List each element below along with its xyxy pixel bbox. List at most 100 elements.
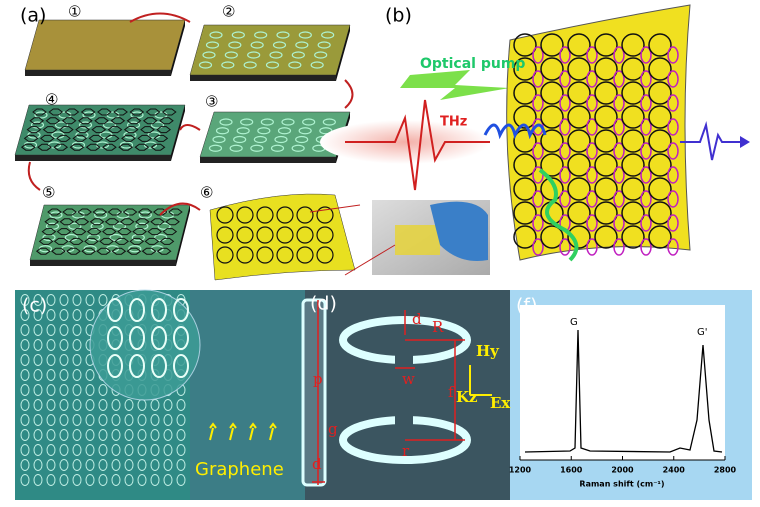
graphene-hex [37,143,52,151]
x-tick-label: 1600 [560,466,583,475]
srr [20,474,30,486]
graphene-ring [594,201,618,225]
graphene-hex [96,247,112,255]
x-axis-title: Raman shift (cm⁻¹) [579,480,664,489]
srr [46,294,56,306]
resonator [640,70,652,88]
graphene-hex [104,134,120,142]
srr [33,369,43,381]
axis-label: Ex [490,394,511,412]
srr [46,444,56,456]
srr [137,474,147,486]
resonator [532,142,544,160]
srr [124,399,134,411]
srr [20,354,30,366]
srr [59,399,69,411]
graphene-ring [513,33,537,57]
srr [98,444,108,456]
panel-label: (a) [20,5,46,27]
graphene-hex [126,247,142,255]
resonator [559,142,571,160]
resonator [212,135,226,144]
srr [33,384,43,396]
graphene-hex [78,117,93,125]
graphene-ring [256,226,274,244]
srr [33,339,43,351]
srr [59,354,69,366]
graphene-ring [513,81,537,105]
graphene-hex [99,237,114,245]
resonator [559,238,571,256]
graphene-hex [74,218,90,226]
srr [111,399,121,411]
graphene-ring [621,105,645,129]
graphene-hex [66,247,81,255]
graphene-hex [45,117,61,125]
graphene-hex [41,228,57,236]
resonator [34,111,48,119]
srr-zoom [107,298,123,322]
resonator [254,31,268,39]
srr [72,474,82,486]
resonator [247,51,261,59]
srr [72,429,82,441]
dim-label: p [313,370,323,388]
srr [33,459,43,471]
graphene-hex [84,237,99,245]
graphene-arrow [229,422,237,441]
srr [85,384,95,396]
graphene-hex [129,108,145,116]
slab-top [24,19,186,71]
graphene-ring [594,33,618,57]
step-number: ④ [45,91,58,109]
raman-spectrum [524,329,723,453]
graphene-ring [621,129,645,153]
srr [111,414,121,426]
srr [176,399,186,411]
process-arrow [344,79,354,109]
photo-film [395,225,440,255]
srr [59,444,69,456]
srr [59,324,69,336]
resonator [228,41,242,49]
srr [20,294,30,306]
graphene-ring [316,206,334,224]
graphene-hex [23,134,39,142]
graphene-ring [513,129,537,153]
graphene-hex [64,108,80,116]
srr-zoom [151,354,167,378]
srr [72,354,82,366]
axis-label: Hy [476,342,500,360]
resonator [640,46,652,64]
graphene-ring [256,206,274,224]
graphene-hex [59,126,74,134]
step-number: ② [222,3,235,21]
resonator [640,118,652,136]
srr-zoom [151,326,167,350]
resonator [236,127,250,135]
resonator [224,51,238,59]
srr [124,459,134,471]
panel-label: (f) [516,295,538,317]
resonator [27,131,41,139]
graphene-hex [29,117,45,125]
graphene-ring [621,225,645,249]
srr [33,294,43,306]
resonator [532,94,544,112]
graphene-hex [47,208,62,216]
resonator [640,94,652,112]
graphene-hex [35,247,51,255]
graphene-ring [594,225,618,249]
graphene-ring [567,129,591,153]
graphene-hex [142,117,158,125]
srr [46,339,56,351]
graphene-ring [648,81,672,105]
resonator [272,41,287,49]
graphene-ring [648,225,672,249]
graphene-hex [56,228,72,236]
srr [98,414,108,426]
graphene-ring [594,57,618,81]
out-arrowhead [740,136,750,148]
graphene-hex [91,126,107,134]
resonator [94,211,108,219]
